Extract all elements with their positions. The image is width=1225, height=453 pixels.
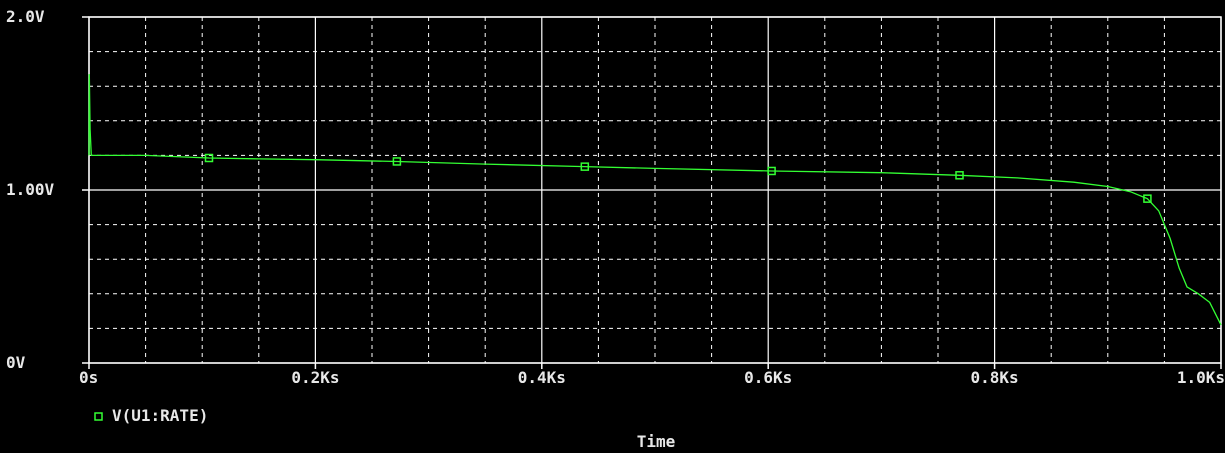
y-tick-label: 0V	[6, 353, 26, 372]
x-tick-label: 0.2Ks	[291, 368, 339, 387]
y-axis: 0V 1.00V 2.0V	[6, 7, 89, 372]
x-tick-label: 0.6Ks	[744, 368, 792, 387]
x-tick-label: 0.8Ks	[971, 368, 1019, 387]
x-axis-label: Time	[637, 432, 676, 451]
x-tick-label: 0.4Ks	[518, 368, 566, 387]
legend-label: V(U1:RATE)	[112, 406, 208, 425]
series-marker	[392, 157, 402, 166]
series-marker	[1143, 194, 1152, 203]
x-axis: 0s 0.2Ks 0.4Ks 0.6Ks 0.8Ks 1.0Ks	[79, 363, 1225, 387]
x-tick-label: 1.0Ks	[1177, 368, 1225, 387]
y-tick-label: 1.00V	[6, 180, 55, 199]
series-layer	[88, 74, 1222, 326]
grid	[88, 16, 1222, 364]
legend: V(U1:RATE)	[94, 406, 208, 425]
series-marker	[767, 166, 776, 176]
x-tick-label: 0s	[79, 368, 98, 387]
legend-marker-icon	[94, 412, 103, 421]
series-marker	[204, 153, 214, 163]
series-line	[88, 74, 1222, 326]
series-marker	[580, 162, 590, 171]
series-marker	[955, 171, 964, 180]
y-tick-label: 2.0V	[6, 7, 45, 26]
